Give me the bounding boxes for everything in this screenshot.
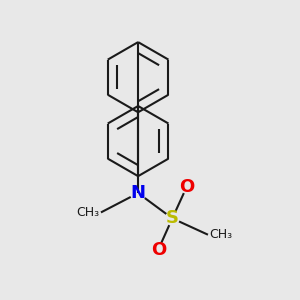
Text: S: S — [166, 209, 179, 227]
Text: O: O — [179, 178, 194, 196]
Text: CH₃: CH₃ — [76, 206, 100, 219]
Text: O: O — [151, 241, 166, 259]
Text: CH₃: CH₃ — [209, 228, 232, 241]
Text: N: N — [130, 184, 146, 202]
